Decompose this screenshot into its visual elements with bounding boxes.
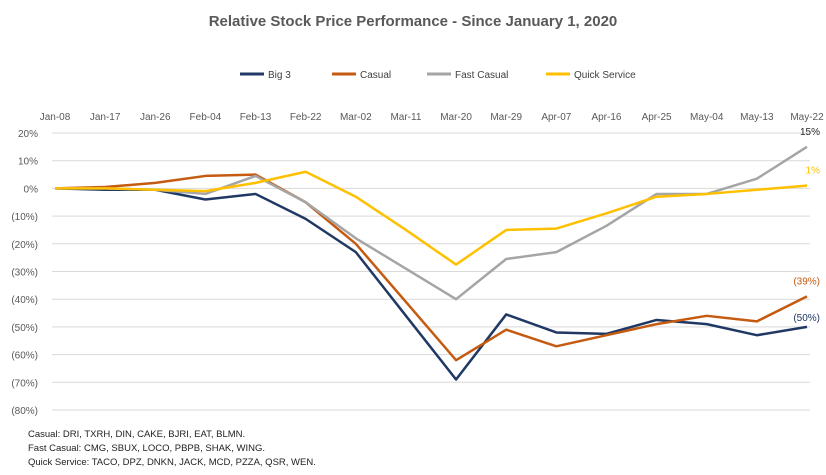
end-label-big-3: (50%) [793, 313, 820, 324]
y-tick-label: (20%) [11, 240, 38, 251]
end-labels: (50%) (39%) 15% 1% [793, 127, 820, 324]
x-tick-label: May-22 [790, 112, 824, 123]
y-axis: 20% 10% 0% (10%) (20%) (30%) (40%) (50%) (60%) (7… [11, 129, 38, 417]
x-tick-label: May-04 [690, 112, 724, 123]
note-quick-service: Quick Service: TACO, DPZ, DNKN, JACK, MC… [28, 457, 316, 468]
footnotes: Casual: DRI, TXRH, DIN, CAKE, BJRI, EAT,… [28, 428, 316, 470]
end-label-quick-service: 1% [806, 166, 821, 177]
legend: Big 3 Casual Fast Casual Quick Service [240, 70, 636, 81]
x-tick-label: Mar-29 [490, 112, 522, 123]
legend-label-fast-casual: Fast Casual [455, 70, 508, 81]
x-tick-label: Jan-08 [40, 112, 71, 123]
y-tick-label: (30%) [11, 268, 38, 279]
series-line-big-3 [54, 187, 808, 381]
y-tick-label: (80%) [11, 406, 38, 417]
y-tick-label: (50%) [11, 323, 38, 334]
x-tick-label: Feb-22 [290, 112, 322, 123]
note-fast-casual: Fast Casual: CMG, SBUX, LOCO, PBPB, SHAK… [28, 443, 266, 454]
chart-title: Relative Stock Price Performance - Since… [209, 13, 618, 30]
x-tick-label: Mar-11 [390, 112, 421, 123]
end-label-fast-casual: 15% [800, 127, 820, 138]
y-tick-label: 10% [18, 157, 38, 168]
note-casual: Casual: DRI, TXRH, DIN, CAKE, BJRI, EAT,… [28, 429, 246, 440]
y-tick-label: (60%) [11, 351, 38, 362]
x-tick-label: Apr-25 [642, 112, 672, 123]
x-tick-label: Mar-02 [340, 112, 372, 123]
x-tick-label: Apr-16 [591, 112, 621, 123]
x-tick-label: Jan-17 [90, 112, 121, 123]
x-tick-label: Feb-04 [190, 112, 222, 123]
gridlines [52, 132, 810, 411]
y-tick-label: 0% [24, 184, 39, 195]
legend-label-quick-service: Quick Service [574, 70, 636, 81]
series-line-fast-casual [55, 145, 808, 301]
end-label-casual: (39%) [793, 276, 820, 287]
series-line-quick-service [55, 170, 808, 266]
x-tick-label: Feb-13 [240, 112, 272, 123]
y-tick-label: (70%) [11, 378, 38, 389]
legend-label-big-3: Big 3 [268, 70, 291, 81]
y-tick-label: (40%) [11, 295, 38, 306]
series-lines [54, 145, 808, 381]
x-tick-label: May-13 [740, 112, 774, 123]
y-tick-label: 20% [18, 129, 38, 140]
series-line-casual [54, 173, 808, 362]
line-chart: Relative Stock Price Performance - Since… [11, 13, 824, 417]
x-tick-label: Apr-07 [541, 112, 571, 123]
legend-label-casual: Casual [360, 70, 391, 81]
x-tick-label: Jan-26 [140, 112, 171, 123]
x-tick-label: Mar-20 [440, 112, 472, 123]
y-tick-label: (10%) [11, 212, 38, 223]
x-axis: Jan-08 Jan-17 Jan-26 Feb-04 Feb-13 Feb-22 Mar-… [40, 112, 824, 123]
